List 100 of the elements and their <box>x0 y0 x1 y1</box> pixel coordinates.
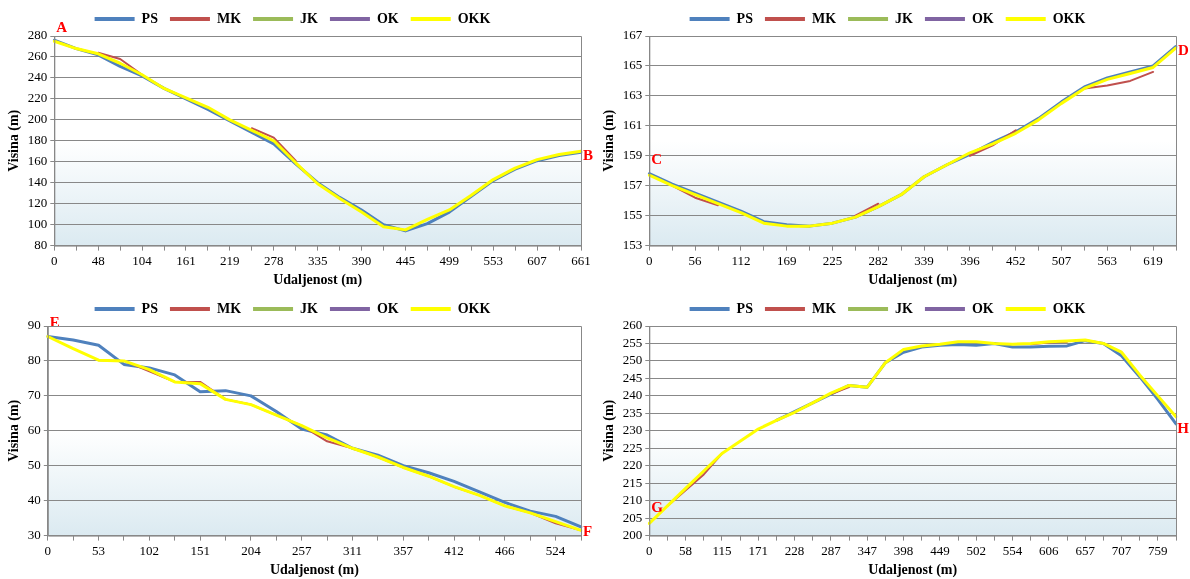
x-tick-label: 282 <box>868 252 889 268</box>
x-tick-label: 161 <box>176 252 196 268</box>
annotation: A <box>56 18 68 35</box>
x-tick-label: 347 <box>857 542 878 558</box>
legend-label: OK <box>971 300 994 316</box>
y-tick-label: 240 <box>622 387 643 403</box>
x-tick-label: 225 <box>822 252 843 268</box>
x-tick-label: 396 <box>960 252 981 268</box>
x-tick-label: 661 <box>571 252 591 268</box>
x-tick-label: 204 <box>241 542 262 558</box>
x-tick-label: 452 <box>1005 252 1026 268</box>
legend-label: OK <box>376 300 399 316</box>
y-tick-label: 167 <box>622 27 643 43</box>
x-tick-label: 502 <box>966 542 986 558</box>
x-tick-label: 335 <box>307 252 328 268</box>
x-tick-label: 0 <box>44 542 52 558</box>
x-tick-label: 0 <box>646 252 653 268</box>
y-tick-label: 153 <box>622 237 643 253</box>
x-tick-label: 171 <box>748 542 769 558</box>
x-axis-title: Udaljenost (m) <box>273 272 363 289</box>
y-tick-label: 161 <box>622 117 643 133</box>
x-tick-label: 0 <box>646 542 653 558</box>
text: F <box>583 522 593 539</box>
x-tick-label: 466 <box>495 542 516 558</box>
legend-label: OKK <box>457 300 491 316</box>
x-tick-label: 554 <box>1002 542 1023 558</box>
legend-label: JK <box>300 10 319 26</box>
y-tick-label: 70 <box>27 387 41 403</box>
legend-label: OK <box>376 10 399 26</box>
y-tick-label: 240 <box>27 69 48 85</box>
y-tick-label: 260 <box>27 48 48 64</box>
y-tick-label: 225 <box>622 439 643 455</box>
y-tick-label: 220 <box>27 90 48 106</box>
legend-label: MK <box>216 300 242 316</box>
legend-label: MK <box>811 300 837 316</box>
x-tick-label: 115 <box>712 542 732 558</box>
x-tick-label: 390 <box>351 252 372 268</box>
legend-label: JK <box>895 300 914 316</box>
x-tick-label: 228 <box>784 542 805 558</box>
y-axis-title: Visina (m) <box>6 109 23 172</box>
y-tick-label: 140 <box>27 174 48 190</box>
y-tick-label: 245 <box>622 369 643 385</box>
x-tick-label: 169 <box>776 252 797 268</box>
annotation: G <box>651 498 664 515</box>
x-tick-label: 499 <box>439 252 460 268</box>
y-axis-title: Visina (m) <box>6 399 23 462</box>
legend-label: MK <box>216 10 242 26</box>
y-tick-label: 260 <box>622 317 643 333</box>
x-tick-label: 507 <box>1051 252 1072 268</box>
legend-label: PS <box>141 300 159 316</box>
legend-label: OKK <box>1052 300 1086 316</box>
y-tick-label: 165 <box>622 57 643 73</box>
x-tick-label: 619 <box>1143 252 1163 268</box>
y-tick-label: 235 <box>622 404 643 420</box>
x-axis-title: Udaljenost (m) <box>269 562 360 579</box>
x-tick-label: 607 <box>527 252 548 268</box>
x-tick-label: 707 <box>1111 542 1132 558</box>
x-tick-label: 357 <box>393 542 414 558</box>
x-tick-label: 759 <box>1148 542 1168 558</box>
y-tick-label: 200 <box>27 111 48 127</box>
x-tick-label: 278 <box>264 252 284 268</box>
x-axis-title: Udaljenost (m) <box>868 272 958 289</box>
legend-label: PS <box>736 300 754 316</box>
y-tick-label: 50 <box>27 457 41 473</box>
y-tick-label: 155 <box>622 207 643 223</box>
y-tick-label: 230 <box>622 422 643 438</box>
x-tick-label: 311 <box>342 542 362 558</box>
y-tick-label: 100 <box>27 216 48 232</box>
x-tick-label: 53 <box>92 542 106 558</box>
x-tick-label: 56 <box>688 252 703 268</box>
legend-label: OK <box>971 10 994 26</box>
y-axis-title: Visina (m) <box>601 399 618 462</box>
x-tick-label: 0 <box>51 252 58 268</box>
x-tick-label: 151 <box>190 542 210 558</box>
x-tick-label: 102 <box>139 542 160 558</box>
x-tick-label: 657 <box>1075 542 1096 558</box>
y-tick-label: 159 <box>622 147 643 163</box>
legend-label: JK <box>895 10 914 26</box>
x-tick-label: 563 <box>1097 252 1118 268</box>
y-tick-label: 210 <box>622 492 643 508</box>
x-tick-label: 48 <box>91 252 105 268</box>
y-tick-label: 180 <box>27 132 48 148</box>
y-tick-label: 250 <box>622 352 643 368</box>
y-tick-label: 160 <box>27 153 48 169</box>
x-tick-label: 104 <box>132 252 153 268</box>
x-tick-label: 58 <box>679 542 693 558</box>
x-tick-label: 287 <box>821 542 842 558</box>
annotation: B <box>583 147 594 164</box>
x-tick-label: 606 <box>1039 542 1060 558</box>
x-tick-label: 553 <box>483 252 503 268</box>
y-tick-label: 280 <box>27 27 48 43</box>
x-tick-label: 445 <box>395 252 416 268</box>
x-tick-label: 339 <box>914 252 934 268</box>
y-tick-label: 255 <box>622 334 643 350</box>
x-tick-label: 524 <box>545 542 566 558</box>
annotation: C <box>651 150 663 167</box>
y-tick-label: 220 <box>622 457 643 473</box>
y-tick-label: 60 <box>27 422 41 438</box>
y-tick-label: 120 <box>27 195 48 211</box>
y-tick-label: 30 <box>27 527 41 543</box>
